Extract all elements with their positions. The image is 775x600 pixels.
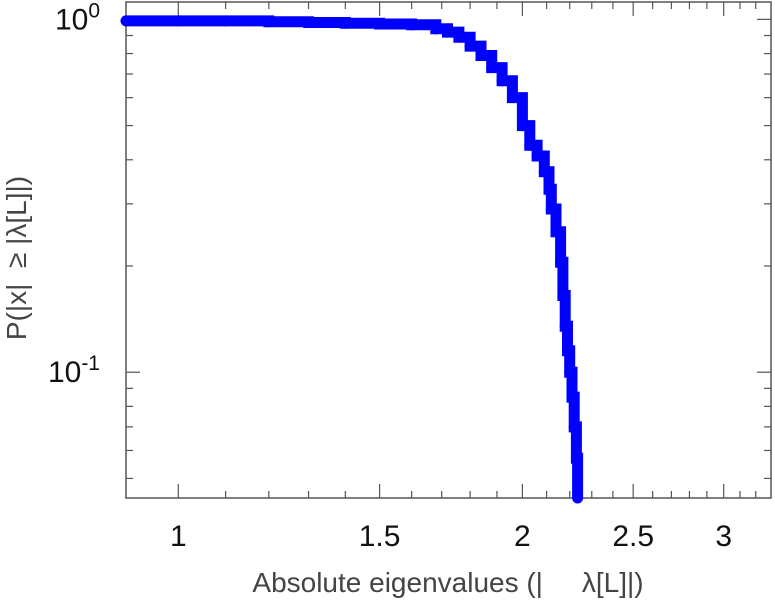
- data-point: [172, 15, 184, 27]
- data-point: [545, 203, 557, 215]
- x-axis-title: Absolute eigenvalues (| λ[L]|): [252, 567, 643, 598]
- data-point: [442, 26, 453, 38]
- data-point: [430, 23, 442, 35]
- plot-frame: [125, 1, 772, 499]
- data-point: [568, 421, 580, 433]
- data-point: [555, 256, 567, 268]
- data-point: [531, 150, 543, 162]
- data-point: [496, 75, 508, 87]
- data-point: [475, 50, 487, 61]
- data-point: [339, 17, 351, 29]
- tick-labels: 1 1.5 2 2.5 3 100 10-1: [48, 0, 732, 553]
- data-point: [550, 226, 562, 238]
- y-tick-label: 100: [55, 0, 100, 36]
- axis-ticks: [126, 2, 771, 498]
- data-point: [120, 15, 132, 27]
- data-point: [516, 120, 528, 132]
- data-point: [453, 31, 465, 43]
- x-tick-label: 1: [170, 520, 187, 553]
- data-point: [374, 18, 386, 30]
- data-point: [220, 15, 232, 27]
- data-point: [486, 62, 498, 74]
- data-point: [524, 139, 536, 151]
- data-point: [263, 16, 275, 28]
- data-point: [570, 452, 582, 464]
- data-point: [564, 366, 576, 378]
- data-point: [562, 345, 573, 357]
- series-line-0: [126, 15, 584, 498]
- data-point: [406, 19, 418, 31]
- data-point: [538, 166, 550, 178]
- x-tick-label: 2.5: [612, 520, 654, 553]
- data-point: [464, 40, 476, 52]
- y-tick-label: 10-1: [48, 352, 100, 389]
- x-tick-label: 2: [514, 520, 531, 553]
- data-point: [543, 183, 555, 195]
- data-point: [303, 17, 314, 28]
- data-point: [572, 492, 584, 504]
- x-tick-label: 1.5: [359, 520, 401, 553]
- data-point: [559, 320, 571, 332]
- y-axis-title: P(|x| ≥ |λ[L]|): [1, 176, 32, 340]
- series-group: [120, 15, 584, 504]
- x-tick-label: 3: [715, 520, 732, 553]
- data-point: [506, 92, 518, 104]
- data-point: [557, 290, 569, 301]
- data-point: [566, 391, 578, 403]
